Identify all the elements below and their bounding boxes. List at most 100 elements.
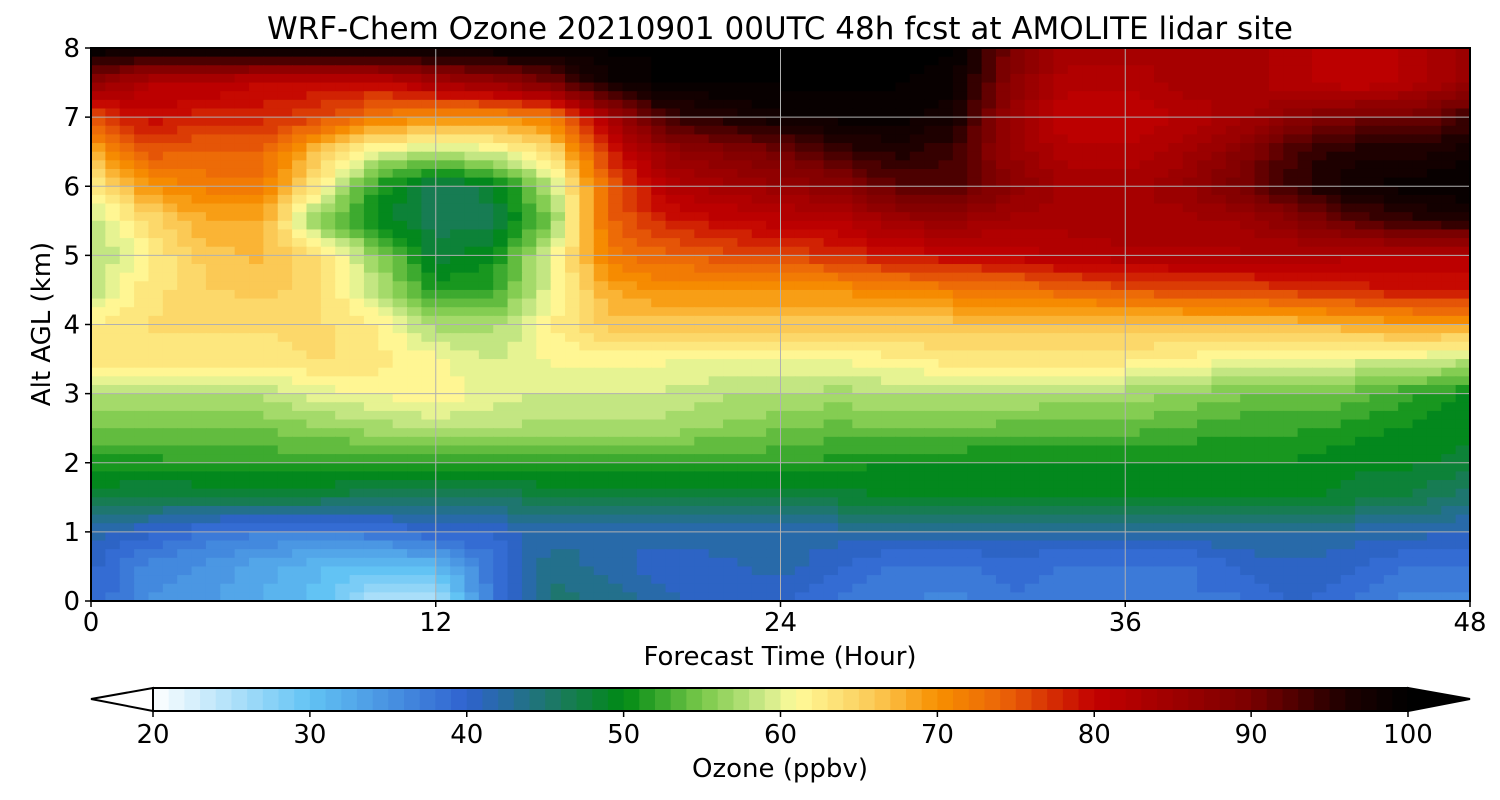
heatmap-cell bbox=[794, 168, 811, 179]
heatmap-cell bbox=[1369, 298, 1385, 309]
heatmap-cell bbox=[507, 82, 523, 92]
heatmap-cell bbox=[679, 289, 696, 300]
heatmap-cell bbox=[507, 238, 523, 248]
heatmap-cell bbox=[1383, 255, 1399, 265]
heatmap-cell bbox=[981, 350, 997, 360]
heatmap-cell bbox=[277, 376, 293, 386]
heatmap-cell bbox=[694, 410, 710, 421]
heatmap-cell bbox=[1067, 315, 1083, 326]
heatmap-cell bbox=[665, 384, 681, 395]
heatmap-cell bbox=[105, 160, 121, 170]
heatmap-cell bbox=[1067, 281, 1083, 291]
heatmap-cell bbox=[1383, 333, 1399, 343]
heatmap-cell bbox=[292, 315, 308, 326]
heatmap-cell bbox=[708, 289, 724, 300]
heatmap-cell bbox=[823, 419, 839, 429]
heatmap-cell bbox=[1096, 48, 1112, 58]
heatmap-cell bbox=[335, 160, 351, 170]
heatmap-cell bbox=[737, 65, 753, 75]
heatmap-cell bbox=[1254, 488, 1270, 499]
heatmap-cell bbox=[1297, 445, 1313, 455]
heatmap-cell bbox=[967, 350, 983, 360]
heatmap-cell bbox=[1168, 194, 1184, 205]
heatmap-cell bbox=[909, 212, 925, 222]
heatmap-cell bbox=[1125, 471, 1141, 481]
heatmap-cell bbox=[809, 367, 825, 378]
heatmap-cell bbox=[134, 220, 150, 231]
heatmap-cell bbox=[694, 117, 710, 127]
heatmap-cell bbox=[1139, 168, 1155, 179]
heatmap-cell bbox=[1441, 117, 1457, 127]
heatmap-cell bbox=[1297, 151, 1313, 162]
heatmap-cell bbox=[1369, 367, 1385, 378]
heatmap-cell bbox=[1254, 393, 1270, 404]
heatmap-cell bbox=[1311, 264, 1328, 274]
heatmap-cell bbox=[320, 186, 336, 196]
heatmap-cell bbox=[1024, 428, 1040, 438]
heatmap-cell bbox=[536, 410, 552, 421]
heatmap-cell bbox=[1139, 281, 1155, 291]
heatmap-cell bbox=[1139, 359, 1155, 369]
heatmap-cell bbox=[507, 333, 523, 343]
heatmap-cell bbox=[751, 151, 767, 162]
heatmap-cell bbox=[837, 350, 854, 360]
heatmap-cell bbox=[1340, 212, 1356, 222]
heatmap-cell bbox=[1398, 264, 1414, 274]
heatmap-cell bbox=[780, 56, 796, 67]
heatmap-cell bbox=[1340, 410, 1356, 421]
heatmap-cell bbox=[1039, 48, 1055, 58]
heatmap-cell bbox=[234, 229, 250, 239]
heatmap-cell bbox=[320, 341, 336, 352]
heatmap-cell bbox=[780, 73, 796, 84]
heatmap-cell bbox=[565, 143, 581, 153]
heatmap-cell bbox=[809, 238, 825, 248]
heatmap-cell bbox=[277, 272, 293, 283]
heatmap-cell bbox=[751, 73, 767, 84]
heatmap-cell bbox=[521, 298, 538, 309]
heatmap-cell bbox=[277, 315, 293, 326]
heatmap-cell bbox=[1383, 82, 1399, 92]
heatmap-cell bbox=[521, 402, 538, 412]
heatmap-cell bbox=[679, 212, 696, 222]
heatmap-cell bbox=[1355, 220, 1371, 231]
heatmap-cell bbox=[766, 315, 782, 326]
heatmap-cell bbox=[809, 108, 825, 118]
heatmap-cell bbox=[1426, 281, 1443, 291]
heatmap-cell bbox=[277, 186, 293, 196]
heatmap-cell bbox=[881, 462, 897, 473]
heatmap-cell bbox=[1024, 384, 1040, 395]
heatmap-cell bbox=[1168, 454, 1184, 464]
heatmap-cell bbox=[1383, 393, 1399, 404]
heatmap-cell bbox=[1369, 238, 1385, 248]
heatmap-cell bbox=[1455, 91, 1470, 101]
heatmap-cell bbox=[1053, 255, 1069, 265]
heatmap-cell bbox=[881, 480, 897, 490]
heatmap-cell bbox=[277, 454, 293, 464]
heatmap-cell bbox=[780, 384, 796, 395]
heatmap-cell bbox=[751, 212, 767, 222]
heatmap-cell bbox=[507, 160, 523, 170]
heatmap-cell bbox=[1225, 436, 1241, 447]
heatmap-cell bbox=[220, 48, 236, 58]
heatmap-cell bbox=[608, 160, 624, 170]
heatmap-cell bbox=[636, 376, 653, 386]
heatmap-cell bbox=[924, 125, 940, 136]
heatmap-cell bbox=[478, 393, 494, 404]
heatmap-cell bbox=[1024, 367, 1040, 378]
heatmap-cell bbox=[450, 419, 466, 429]
heatmap-cell bbox=[464, 143, 480, 153]
heatmap-cell bbox=[1398, 307, 1414, 317]
heatmap-cell bbox=[837, 462, 854, 473]
heatmap-cell bbox=[263, 471, 279, 481]
heatmap-cell bbox=[91, 65, 107, 75]
heatmap-cell bbox=[1110, 324, 1127, 334]
heatmap-cell bbox=[191, 125, 207, 136]
heatmap-cell bbox=[651, 151, 667, 162]
heatmap-cell bbox=[967, 65, 983, 75]
heatmap-cell bbox=[593, 410, 609, 421]
heatmap-cell bbox=[995, 264, 1012, 274]
heatmap-cell bbox=[249, 480, 265, 490]
heatmap-cell bbox=[924, 350, 940, 360]
heatmap-cell bbox=[320, 91, 336, 101]
heatmap-cell bbox=[852, 333, 868, 343]
